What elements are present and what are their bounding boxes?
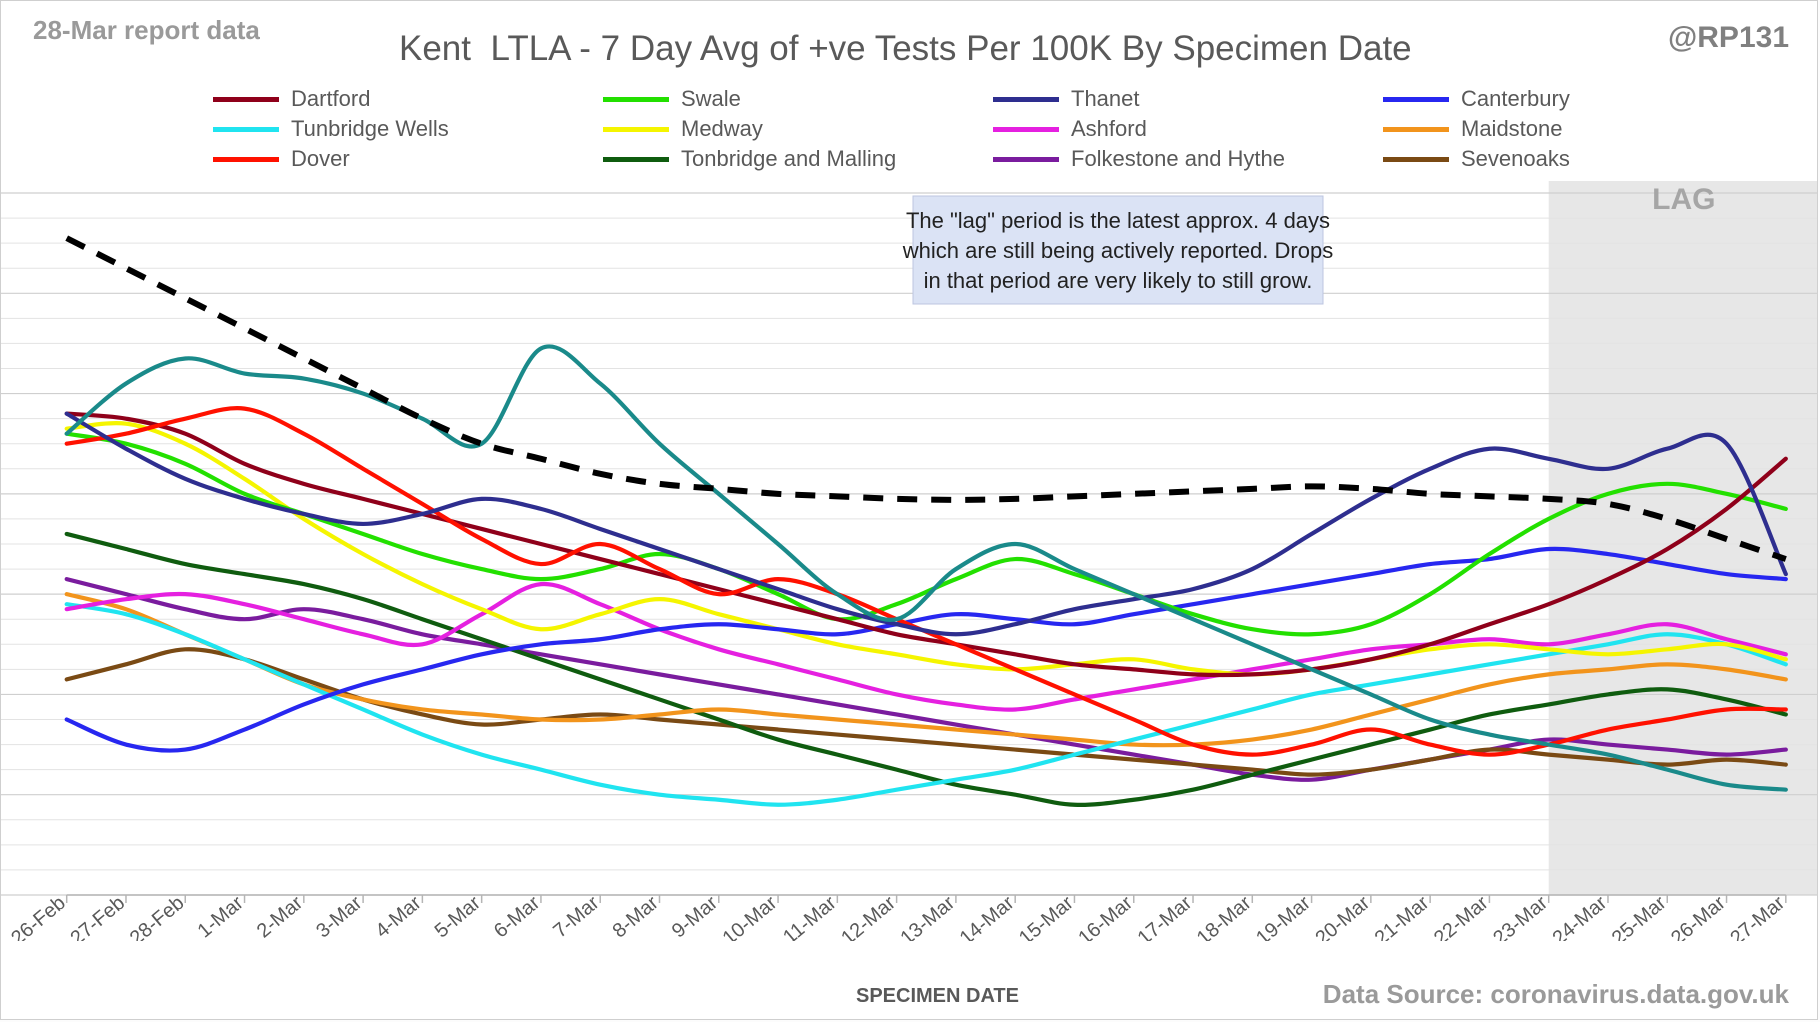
svg-text:26-Mar: 26-Mar xyxy=(1667,892,1730,941)
svg-text:27-Feb: 27-Feb xyxy=(67,892,130,941)
svg-text:3-Mar: 3-Mar xyxy=(312,892,366,941)
svg-text:in that period are very likely: in that period are very likely to still … xyxy=(924,268,1313,293)
svg-text:5-Mar: 5-Mar xyxy=(431,892,485,941)
svg-text:which are still being actively: which are still being actively reported.… xyxy=(902,238,1333,263)
svg-text:12-Mar: 12-Mar xyxy=(837,892,900,941)
svg-text:8-Mar: 8-Mar xyxy=(609,892,663,941)
svg-text:19-Mar: 19-Mar xyxy=(1252,892,1315,941)
svg-text:24-Mar: 24-Mar xyxy=(1549,892,1612,941)
svg-text:23-Mar: 23-Mar xyxy=(1489,892,1552,941)
svg-text:27-Mar: 27-Mar xyxy=(1726,892,1789,941)
svg-text:The "lag" period is the latest: The "lag" period is the latest approx. 4… xyxy=(906,208,1330,233)
svg-text:26-Feb: 26-Feb xyxy=(7,892,70,941)
svg-text:20-Mar: 20-Mar xyxy=(1311,892,1374,941)
svg-text:6-Mar: 6-Mar xyxy=(490,892,544,941)
svg-text:21-Mar: 21-Mar xyxy=(1371,892,1434,941)
svg-text:LAG: LAG xyxy=(1652,183,1715,216)
svg-text:14-Mar: 14-Mar xyxy=(956,892,1019,941)
svg-text:7-Mar: 7-Mar xyxy=(549,892,603,941)
svg-text:13-Mar: 13-Mar xyxy=(896,892,959,941)
svg-text:2-Mar: 2-Mar xyxy=(253,892,307,941)
svg-text:11-Mar: 11-Mar xyxy=(779,892,841,941)
svg-text:17-Mar: 17-Mar xyxy=(1134,892,1197,941)
svg-text:22-Mar: 22-Mar xyxy=(1430,892,1493,941)
svg-text:25-Mar: 25-Mar xyxy=(1608,892,1671,941)
svg-text:18-Mar: 18-Mar xyxy=(1193,892,1256,941)
svg-text:9-Mar: 9-Mar xyxy=(668,892,722,941)
svg-text:4-Mar: 4-Mar xyxy=(371,892,425,941)
svg-text:16-Mar: 16-Mar xyxy=(1074,892,1137,941)
svg-text:1-Mar: 1-Mar xyxy=(194,892,248,941)
svg-text:15-Mar: 15-Mar xyxy=(1015,892,1078,941)
svg-text:28-Feb: 28-Feb xyxy=(126,892,189,941)
svg-text:10-Mar: 10-Mar xyxy=(719,892,782,941)
